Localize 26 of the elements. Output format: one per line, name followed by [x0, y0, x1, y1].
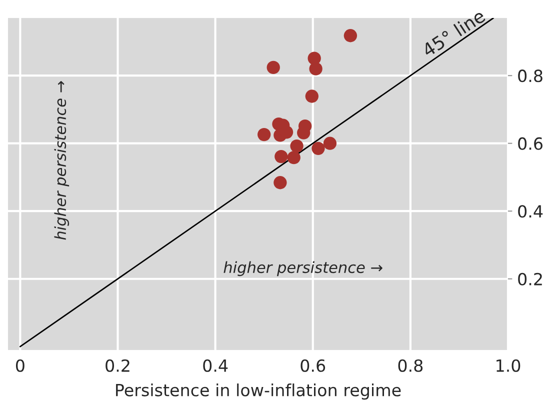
- point: [312, 142, 325, 156]
- x-tick-label: 0.4: [203, 359, 228, 372]
- y-tick-label: 0.6: [518, 137, 542, 150]
- point: [274, 150, 288, 164]
- annotation: higher persistence →: [224, 261, 382, 276]
- point: [344, 29, 358, 42]
- x-tick-label: 0.2: [106, 359, 130, 372]
- point: [266, 60, 280, 74]
- x-tick-label: 0: [16, 359, 24, 372]
- point: [297, 126, 310, 140]
- y-tick-label: 0.2: [518, 272, 542, 286]
- point: [290, 139, 304, 153]
- x-tick-label: 0.6: [300, 359, 326, 372]
- point: [287, 150, 300, 164]
- x-tick-label: 0.8: [398, 359, 423, 372]
- point: [274, 176, 287, 190]
- x-tick-label: 1.0: [496, 359, 520, 372]
- y-tick-label: 0.8: [518, 70, 542, 82]
- annotation: 45° line: [420, 8, 486, 58]
- point: [258, 128, 271, 142]
- point: [309, 62, 322, 76]
- annotation: higher persistence →: [54, 81, 70, 240]
- point: [305, 90, 318, 103]
- x-axis-title: Persistence in low-inflation regime: [116, 383, 401, 400]
- y-tick-label: 0.4: [518, 205, 543, 218]
- point: [323, 136, 337, 150]
